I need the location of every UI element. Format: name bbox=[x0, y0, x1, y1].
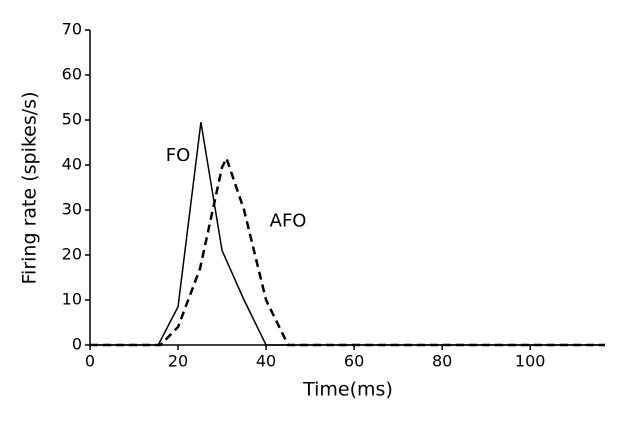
x-tick-label: 60 bbox=[344, 352, 364, 371]
x-tick-label: 40 bbox=[256, 352, 276, 371]
x-tick-label: 0 bbox=[85, 352, 95, 371]
y-tick-label: 50 bbox=[62, 110, 82, 129]
y-tick-label: 0 bbox=[72, 335, 82, 354]
series-label: AFO bbox=[270, 210, 307, 231]
x-axis-label: Time(ms) bbox=[302, 379, 393, 401]
y-tick-label: 30 bbox=[62, 200, 82, 219]
series-line bbox=[90, 154, 605, 347]
x-tick-label: 20 bbox=[168, 352, 188, 371]
y-tick-label: 10 bbox=[62, 290, 82, 309]
series-label: FO bbox=[166, 145, 191, 166]
y-tick-label: 70 bbox=[62, 20, 82, 39]
y-tick-label: 60 bbox=[62, 65, 82, 84]
y-axis-label: Firing rate (spikes/s) bbox=[19, 92, 41, 285]
x-tick-label: 100 bbox=[515, 352, 546, 371]
x-tick-label: 80 bbox=[432, 352, 452, 371]
series-line bbox=[90, 122, 605, 346]
y-tick-label: 40 bbox=[62, 155, 82, 174]
y-tick-label: 20 bbox=[62, 245, 82, 264]
